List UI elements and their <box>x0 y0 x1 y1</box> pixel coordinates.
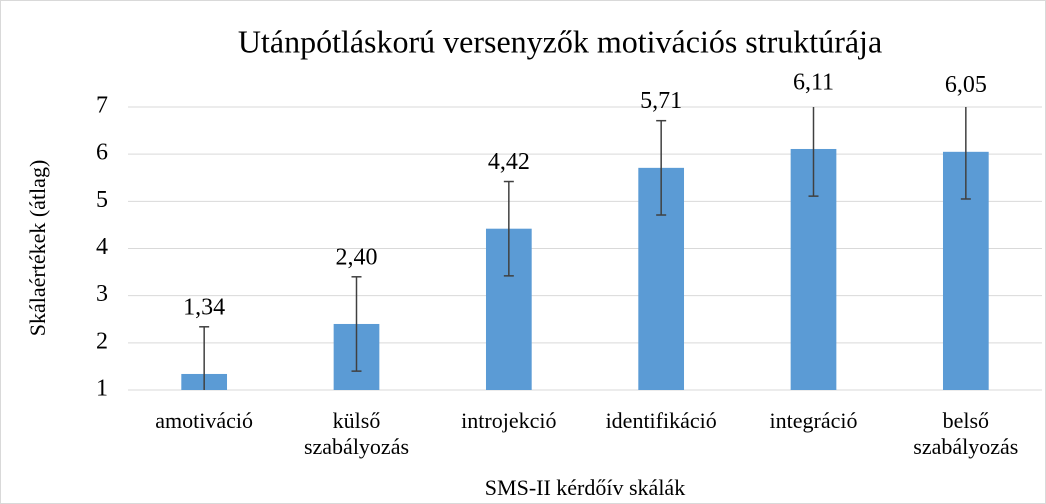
error-bar <box>199 326 210 390</box>
value-label: 1,34 <box>183 294 225 320</box>
x-axis-label: SMS-II kérdőív skálák <box>485 475 685 500</box>
value-label: 2,40 <box>336 244 378 270</box>
value-label: 4,42 <box>488 149 530 175</box>
x-tick-label: introjekció <box>461 408 557 433</box>
error-bar <box>960 107 971 200</box>
error-bar <box>503 180 514 277</box>
y-axis-label: Skálaértékek (átlag) <box>25 160 50 337</box>
y-tick-label: 3 <box>96 281 108 307</box>
value-label: 6,05 <box>945 72 987 98</box>
x-tick-label: külső szabályozás <box>303 408 410 459</box>
x-tick-label: amotiváció <box>155 408 254 433</box>
y-tick-label: 6 <box>96 140 108 166</box>
x-tick-label: belső szabályozás <box>913 408 1019 459</box>
error-bar <box>351 276 362 372</box>
y-tick-label: 4 <box>96 234 108 260</box>
error-bar <box>656 119 667 216</box>
chart-title: Utánpótláskorú versenyzők motivációs str… <box>238 23 882 59</box>
x-tick-label: integráció <box>769 408 858 433</box>
x-tick-label: identifikáció <box>605 408 717 433</box>
error-bar <box>808 107 819 197</box>
y-tick-label: 5 <box>96 187 108 213</box>
value-label: 5,71 <box>640 88 682 114</box>
y-tick-label: 2 <box>96 328 108 354</box>
value-label: 6,11 <box>793 69 834 95</box>
y-tick-label: 7 <box>96 93 108 119</box>
y-tick-label: 1 <box>96 376 108 402</box>
